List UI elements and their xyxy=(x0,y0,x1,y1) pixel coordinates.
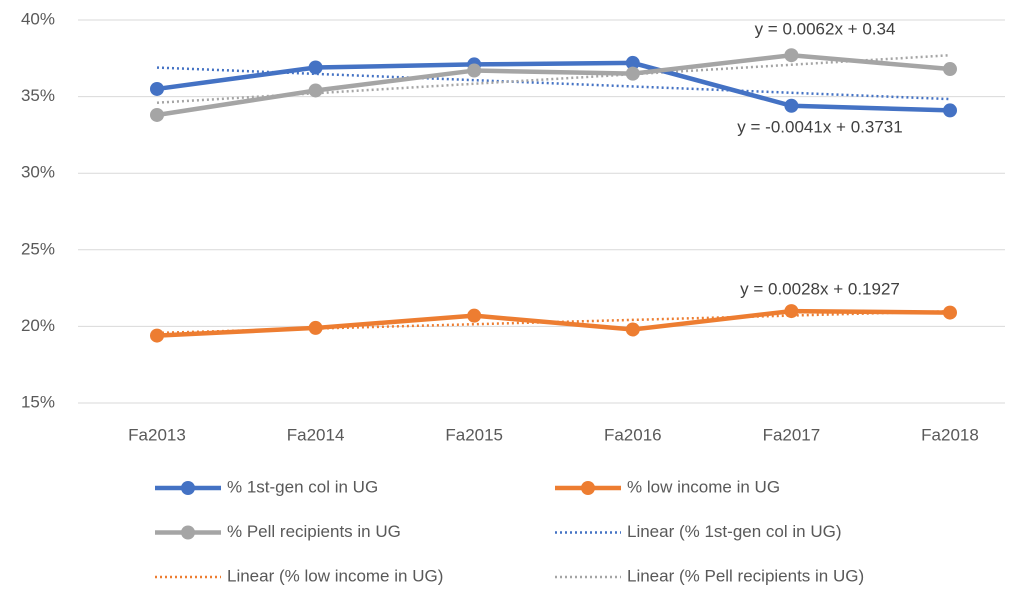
x-tick-label: Fa2013 xyxy=(128,425,186,444)
y-tick-label: 35% xyxy=(21,86,55,105)
trendline-equation: y = -0.0041x + 0.3731 xyxy=(737,117,902,136)
marker xyxy=(467,63,482,78)
marker xyxy=(784,48,799,63)
legend-label: % Pell recipients in UG xyxy=(227,522,401,541)
marker xyxy=(625,55,640,70)
y-tick-label: 25% xyxy=(21,239,55,258)
x-tick-label: Fa2015 xyxy=(445,425,503,444)
series-line xyxy=(156,52,951,118)
marker xyxy=(467,308,482,323)
marker xyxy=(784,98,799,113)
y-tick-label: 20% xyxy=(21,316,55,335)
trendline-equation: y = 0.0062x + 0.34 xyxy=(755,19,896,38)
marker xyxy=(150,107,164,122)
marker xyxy=(308,83,323,98)
marker xyxy=(625,322,640,337)
legend-marker xyxy=(581,481,595,495)
y-tick-label: 15% xyxy=(21,392,55,411)
x-tick-label: Fa2018 xyxy=(921,425,979,444)
marker xyxy=(943,103,957,118)
marker xyxy=(150,328,164,343)
marker xyxy=(308,60,323,75)
series-line xyxy=(156,308,951,338)
marker xyxy=(784,304,799,319)
y-tick-label: 30% xyxy=(21,163,55,182)
legend-label: % low income in UG xyxy=(627,477,780,496)
x-tick-label: Fa2017 xyxy=(763,425,821,444)
trendline-equation: y = 0.0028x + 0.1927 xyxy=(740,279,900,298)
legend-marker xyxy=(181,525,195,540)
legend-marker xyxy=(181,481,195,495)
marker xyxy=(943,62,957,77)
trendline xyxy=(156,66,951,101)
legend-label: % 1st-gen col in UG xyxy=(227,477,378,496)
marker xyxy=(150,81,164,96)
series-line xyxy=(156,60,951,113)
x-tick-label: Fa2014 xyxy=(287,425,345,444)
x-tick-label: Fa2016 xyxy=(604,425,662,444)
legend-label: Linear (% 1st-gen col in UG) xyxy=(627,522,841,541)
marker xyxy=(943,305,957,320)
y-tick-label: 40% xyxy=(21,9,55,28)
marker xyxy=(625,66,640,81)
legend-label: Linear (% Pell recipients in UG) xyxy=(627,566,864,585)
legend-label: Linear (% low income in UG) xyxy=(227,566,443,585)
marker xyxy=(308,320,323,335)
